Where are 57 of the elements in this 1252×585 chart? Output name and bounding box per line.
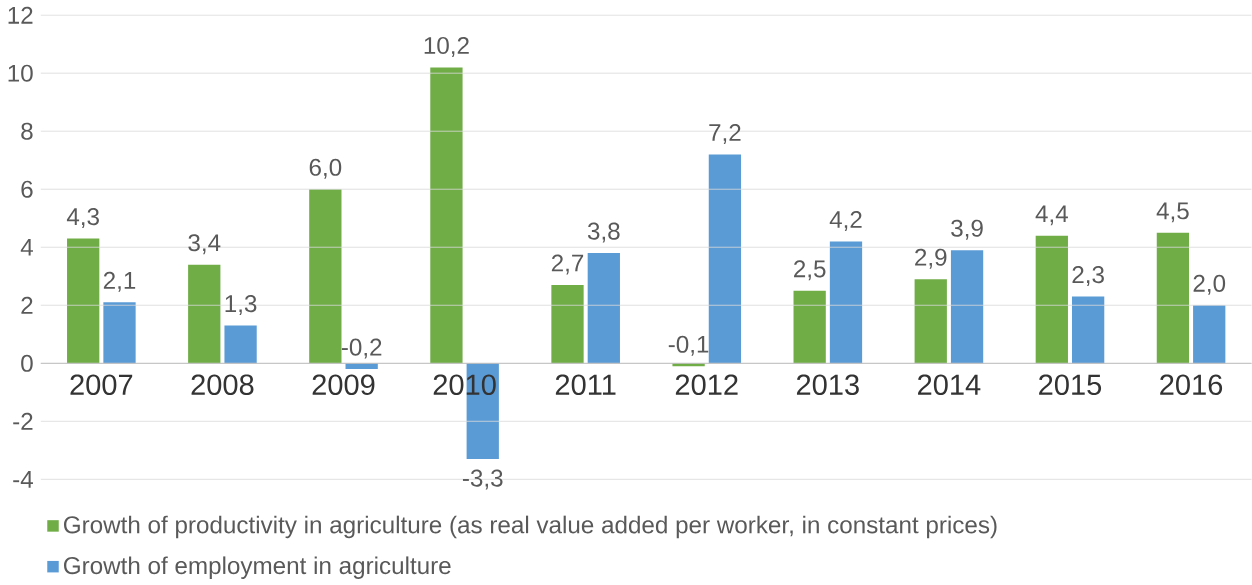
x-tick-label: 2016 — [1160, 374, 1223, 395]
data-label: 4,5 — [1156, 202, 1189, 223]
y-tick-label: -4 — [13, 470, 33, 488]
y-tick-label: 8 — [21, 122, 33, 140]
bar — [587, 253, 620, 364]
bar — [67, 238, 100, 364]
bar — [430, 67, 463, 364]
x-tick-label: 2013 — [796, 374, 859, 395]
x-tick-label: 2008 — [191, 374, 254, 395]
y-tick-label: 10 — [8, 64, 33, 82]
bar — [1156, 232, 1190, 364]
data-label: 2,0 — [1193, 274, 1226, 295]
data-label: -3,3 — [462, 469, 503, 490]
data-label: 3,4 — [188, 234, 221, 255]
bar — [1193, 305, 1226, 364]
bar — [309, 189, 342, 364]
data-label: -0,1 — [668, 335, 709, 356]
bar — [103, 302, 136, 364]
data-label: 6,0 — [309, 158, 342, 179]
y-tick-label: 4 — [20, 238, 33, 256]
data-label: 4,4 — [1035, 205, 1068, 226]
y-tick-label: 0 — [21, 354, 33, 372]
bar — [793, 290, 826, 364]
x-tick-label: 2014 — [918, 374, 981, 395]
data-label: 3,8 — [587, 222, 620, 243]
legend-label: Growth of employment in agriculture — [63, 556, 451, 579]
y-tick-label: 12 — [8, 6, 33, 24]
bar — [188, 264, 221, 364]
bar — [829, 241, 863, 364]
data-label: 3,9 — [951, 219, 983, 240]
data-label: 7,2 — [709, 123, 741, 144]
bar — [551, 284, 584, 364]
bar — [708, 154, 742, 364]
bar — [224, 325, 257, 364]
bar — [1035, 235, 1068, 364]
data-label: 2,7 — [551, 254, 584, 275]
y-tick-label: 2 — [21, 296, 33, 314]
data-label: 2,3 — [1072, 266, 1104, 287]
data-label: 1,3 — [225, 295, 257, 316]
legend-label: Growth of productivity in agriculture (as real value added per worker, in constant prices) — [63, 515, 997, 539]
data-label: -0,2 — [341, 338, 382, 359]
x-tick-label: 2011 — [555, 374, 616, 395]
data-label: 2,9 — [915, 248, 947, 269]
x-tick-label: 2015 — [1039, 374, 1102, 395]
y-tick-label: 6 — [21, 180, 33, 198]
bar — [914, 279, 947, 364]
bar — [950, 250, 984, 364]
x-tick-label: 2009 — [312, 374, 375, 395]
data-label: 10,2 — [424, 36, 469, 57]
data-label: 4,2 — [829, 210, 862, 231]
data-label: 4,3 — [66, 208, 99, 229]
y-tick-label: -2 — [13, 412, 33, 430]
data-label: 2,1 — [103, 271, 136, 292]
x-tick-label: 2007 — [70, 374, 133, 395]
data-label: 2,5 — [794, 260, 826, 281]
bar — [1072, 296, 1105, 364]
x-tick-label: 2012 — [675, 374, 738, 395]
